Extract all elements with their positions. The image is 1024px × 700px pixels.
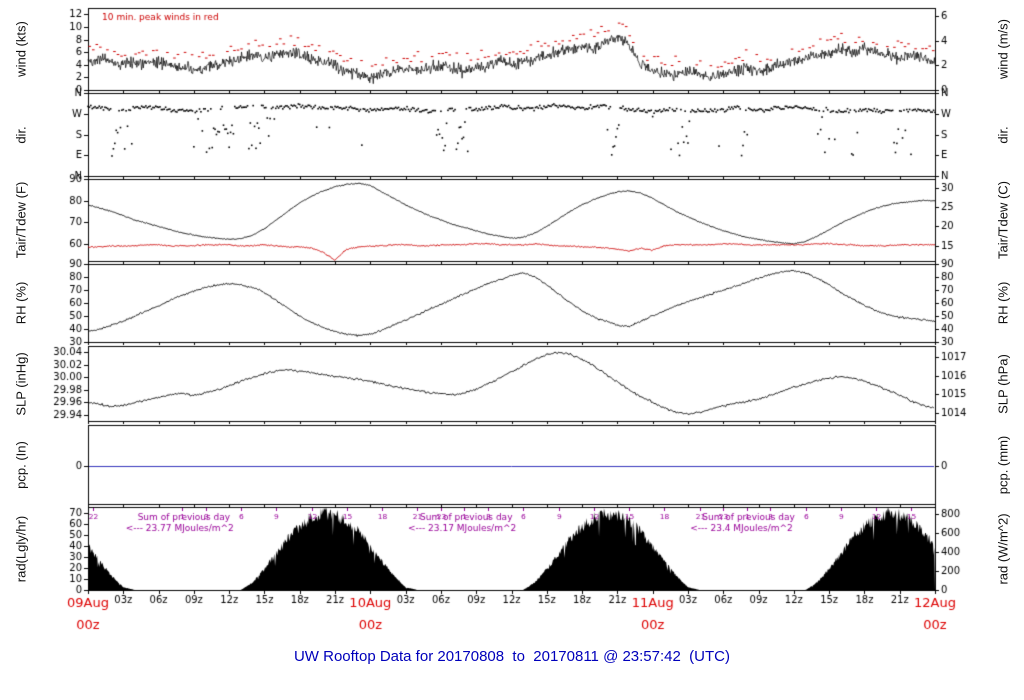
panel-right-label-rad: rad (W/m^2) bbox=[995, 512, 1011, 585]
panel-right-label-rh: RH (%) bbox=[995, 281, 1011, 325]
panel-left-label-pcp: pcp. (In) bbox=[13, 440, 29, 489]
panel-left-label-temp: Tair/Tdew (F) bbox=[13, 181, 29, 259]
panel-left-label-wind: wind (kts) bbox=[13, 21, 29, 77]
chart-title: UW Rooftop Data for 20170808 to 20170811… bbox=[293, 648, 731, 665]
panel-right-label-temp: Tair/Tdew (C) bbox=[995, 180, 1011, 260]
panel-right-label-pcp: pcp. (mm) bbox=[995, 435, 1011, 494]
panel-right-label-slp: SLP (hPa) bbox=[995, 353, 1011, 414]
panel-left-label-dir: dir. bbox=[13, 125, 29, 144]
panel-right-label-dir: dir. bbox=[995, 125, 1011, 144]
panel-left-label-slp: SLP (inHg) bbox=[13, 351, 29, 416]
panel-left-label-rad: rad(Lgly/hr) bbox=[13, 515, 29, 582]
panel-right-label-wind: wind (m/s) bbox=[995, 19, 1011, 79]
panel-left-label-rh: RH (%) bbox=[13, 281, 29, 325]
